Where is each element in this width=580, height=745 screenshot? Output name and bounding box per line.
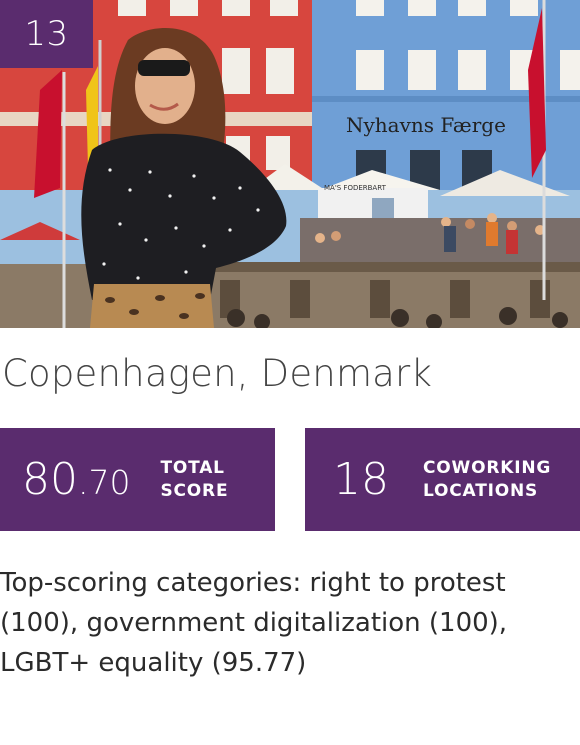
- coworking-box: 18 COWORKING LOCATIONS: [305, 428, 580, 531]
- coworking-value: 18: [333, 453, 389, 505]
- total-score-integer: 80: [22, 453, 78, 505]
- total-score-box: 80.70 TOTAL SCORE: [0, 428, 275, 531]
- total-score-label-line1: TOTAL: [160, 457, 225, 478]
- hero-photo: Nyhavns Færge MA'S FODERBART: [0, 0, 580, 328]
- booth-sign-text: MA'S FODERBART: [324, 184, 387, 192]
- top-categories-description: Top-scoring categories: right to protest…: [0, 568, 508, 678]
- coworking-label: COWORKING LOCATIONS: [423, 457, 551, 503]
- total-score-label-line2: SCORE: [160, 480, 229, 501]
- city-title: Copenhagen, Denmark: [2, 352, 433, 395]
- total-score-decimal: .70: [78, 462, 131, 502]
- coworking-label-line1: COWORKING: [423, 457, 552, 478]
- coworking-label-line2: LOCATIONS: [423, 480, 539, 501]
- rank-badge: 13: [0, 0, 93, 68]
- total-score-label: TOTAL SCORE: [160, 457, 228, 503]
- shop-sign-text: Nyhavns Færge: [346, 113, 506, 137]
- total-score-value: 80.70: [22, 457, 131, 502]
- hero-photo-illustration: Nyhavns Færge MA'S FODERBART: [0, 0, 580, 328]
